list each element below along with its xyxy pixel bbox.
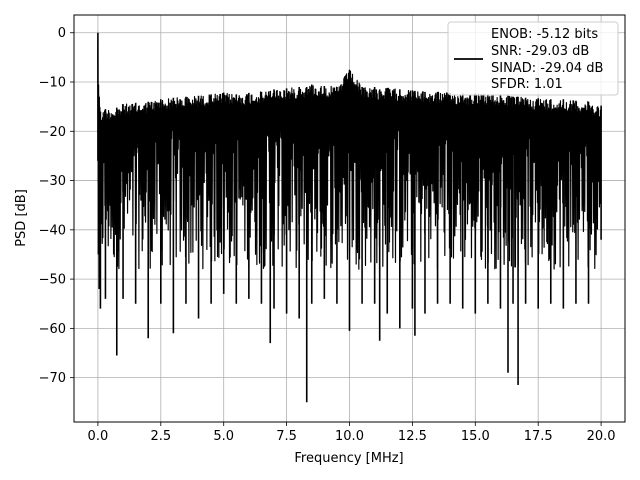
x-tick-label: 7.5 xyxy=(276,429,297,444)
legend-sfdr: SFDR: 1.01 xyxy=(491,77,563,92)
x-tick-label: 10.0 xyxy=(335,429,364,444)
y-tick-label: −60 xyxy=(39,322,66,337)
x-axis-label: Frequency [MHz] xyxy=(294,451,403,466)
legend-sinad: SINAD: -29.04 dB xyxy=(491,61,603,76)
x-tick-label: 17.5 xyxy=(524,429,553,444)
x-tick-label: 20.0 xyxy=(587,429,616,444)
legend-enob: ENOB: -5.12 bits xyxy=(491,27,598,42)
legend-box xyxy=(447,21,619,96)
y-tick-label: −30 xyxy=(39,174,66,189)
y-tick-label: −70 xyxy=(39,371,66,386)
legend-snr: SNR: -29.03 dB xyxy=(491,44,589,59)
data-layer xyxy=(97,32,602,403)
x-tick-label: 15.0 xyxy=(461,429,490,444)
y-tick-label: −20 xyxy=(39,125,66,140)
ticks: 0.0 2.5 5.0 7.5 10.0 12.5 15.0 17.5 20.0 0 −10 −20 −… xyxy=(39,26,616,444)
y-axis-label: PSD [dB] xyxy=(14,189,29,247)
y-tick-label: −10 xyxy=(39,76,66,91)
y-tick-label: −50 xyxy=(39,273,66,288)
x-tick-label: 2.5 xyxy=(150,429,171,444)
y-tick-label: −40 xyxy=(39,223,66,238)
legend: ENOB: -5.12 bits SNR: -29.03 dB SINAD: -… xyxy=(447,21,619,96)
x-tick-label: 12.5 xyxy=(398,429,427,444)
y-tick-label: 0 xyxy=(58,26,66,41)
x-tick-label: 0.0 xyxy=(88,429,109,444)
x-tick-label: 5.0 xyxy=(213,429,234,444)
